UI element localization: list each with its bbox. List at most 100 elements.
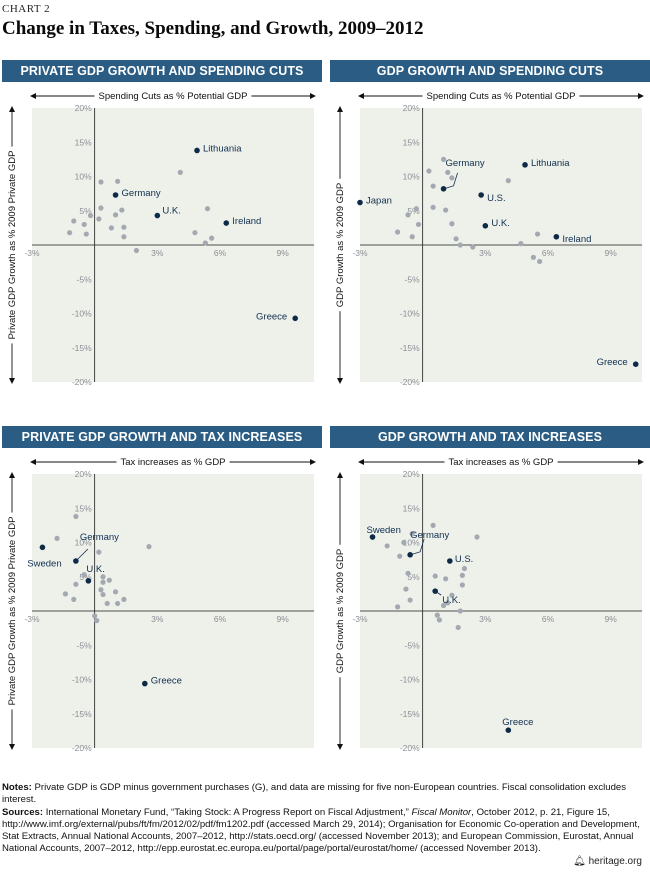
y-tick-label: -10%	[400, 309, 420, 319]
label-leader-line	[75, 548, 89, 562]
y-tick-label: -10%	[400, 675, 420, 685]
bell-icon: 🔔︎	[573, 856, 586, 867]
y-tick-label: -20%	[400, 377, 420, 387]
sources-label: Sources:	[2, 806, 44, 818]
x-tick-label: -3%	[24, 614, 40, 624]
x-axis-title: Spending Cuts as % Potential GDP	[99, 91, 248, 102]
x-arrow-left-head	[30, 93, 36, 99]
data-point	[443, 576, 449, 582]
y-arrow-up-head	[9, 472, 15, 478]
x-tick-label: 6%	[214, 248, 227, 258]
data-point	[121, 234, 127, 240]
sources-text-post: , October 2012, p. 21, Figure 15, http:/…	[2, 806, 640, 855]
y-tick-label: 10%	[403, 538, 420, 548]
y-tick-label: 5%	[79, 206, 92, 216]
data-point	[409, 530, 415, 537]
highlighted-point	[482, 223, 489, 229]
brand-mark[interactable]: 🔔︎ heritage.org	[573, 856, 642, 867]
y-arrow-up-head	[9, 106, 15, 112]
y-axis-title-backdrop	[6, 146, 20, 344]
data-point	[133, 247, 140, 254]
data-point	[54, 535, 60, 541]
point-label: Germany	[80, 532, 119, 543]
y-axis-title: GDP Growth as % 2009 GDP	[335, 183, 346, 307]
x-axis-title-backdrop	[116, 456, 230, 470]
data-point	[100, 591, 106, 598]
data-point	[405, 212, 411, 218]
label-leader-line	[434, 590, 442, 596]
data-point	[537, 258, 543, 265]
data-point	[461, 565, 468, 572]
point-label: U.S.	[455, 554, 473, 565]
data-point	[73, 513, 79, 520]
y-arrow-up-head	[337, 106, 343, 112]
data-point	[405, 570, 411, 576]
data-point	[445, 169, 451, 175]
data-point	[409, 234, 415, 240]
highlighted-point	[632, 361, 639, 367]
point-label: Ireland	[562, 234, 591, 245]
y-arrow-down-head	[337, 378, 343, 384]
x-tick-label: 6%	[542, 614, 555, 624]
y-axis-title: Private GDP Growth as % 2009 Private GDP	[7, 151, 18, 340]
data-point	[67, 230, 73, 236]
y-tick-label: -5%	[405, 640, 421, 650]
y-tick-label: -5%	[77, 640, 93, 650]
y-tick-label: -5%	[405, 274, 421, 284]
y-axis-title: Private GDP Growth as % 2009 Private GDP	[7, 517, 18, 706]
point-label: U.S.	[487, 193, 505, 204]
x-tick-label: -3%	[352, 614, 368, 624]
y-tick-label: 15%	[403, 137, 420, 147]
x-axis-title: Tax increases as % GDP	[120, 457, 225, 468]
data-point	[449, 175, 455, 181]
label-leader-line	[410, 538, 425, 556]
data-point	[98, 179, 104, 185]
data-point	[415, 221, 422, 228]
panel-title: GDP GROWTH AND TAX INCREASES	[330, 426, 650, 448]
data-point	[443, 207, 449, 213]
data-point	[459, 582, 465, 588]
data-point	[121, 596, 127, 602]
data-point	[83, 231, 89, 237]
data-point	[81, 572, 87, 578]
data-point	[384, 543, 390, 549]
sources-text-pre: International Monetary Fund, “Taking Sto…	[43, 806, 412, 818]
data-point	[518, 241, 524, 247]
x-tick-label: 9%	[277, 614, 290, 624]
data-point	[202, 240, 208, 246]
point-label: Japan	[366, 196, 392, 207]
y-tick-label: 20%	[75, 103, 92, 113]
data-point	[455, 624, 461, 631]
data-point	[71, 218, 77, 224]
data-point	[445, 600, 451, 606]
data-point	[440, 602, 447, 609]
y-tick-label: 15%	[75, 137, 92, 147]
data-point	[474, 534, 480, 540]
data-point	[430, 183, 436, 189]
y-tick-label: -5%	[77, 274, 93, 284]
y-tick-label: 15%	[75, 503, 92, 513]
label-leader-line	[443, 172, 458, 190]
highlighted-point	[447, 558, 453, 564]
y-tick-label: 20%	[403, 469, 420, 479]
data-point	[98, 587, 104, 593]
highlighted-point	[142, 680, 148, 687]
notes-label: Notes:	[2, 782, 32, 793]
x-axis-title: Tax increases as % GDP	[448, 457, 553, 468]
point-label: Germany	[122, 188, 161, 199]
data-point	[440, 156, 447, 162]
y-tick-label: 10%	[403, 172, 420, 182]
data-point	[401, 539, 407, 546]
data-point	[104, 600, 110, 607]
data-point	[96, 549, 102, 555]
highlighted-point	[553, 233, 560, 240]
y-tick-label: -15%	[72, 343, 92, 353]
data-point	[71, 596, 77, 602]
data-point	[534, 231, 541, 237]
x-axis-title-backdrop	[94, 90, 252, 104]
data-point	[530, 254, 536, 260]
highlighted-point	[478, 192, 484, 198]
point-label: Greece	[256, 311, 287, 322]
x-arrow-left-head	[358, 93, 364, 99]
y-tick-label: -20%	[72, 743, 92, 753]
